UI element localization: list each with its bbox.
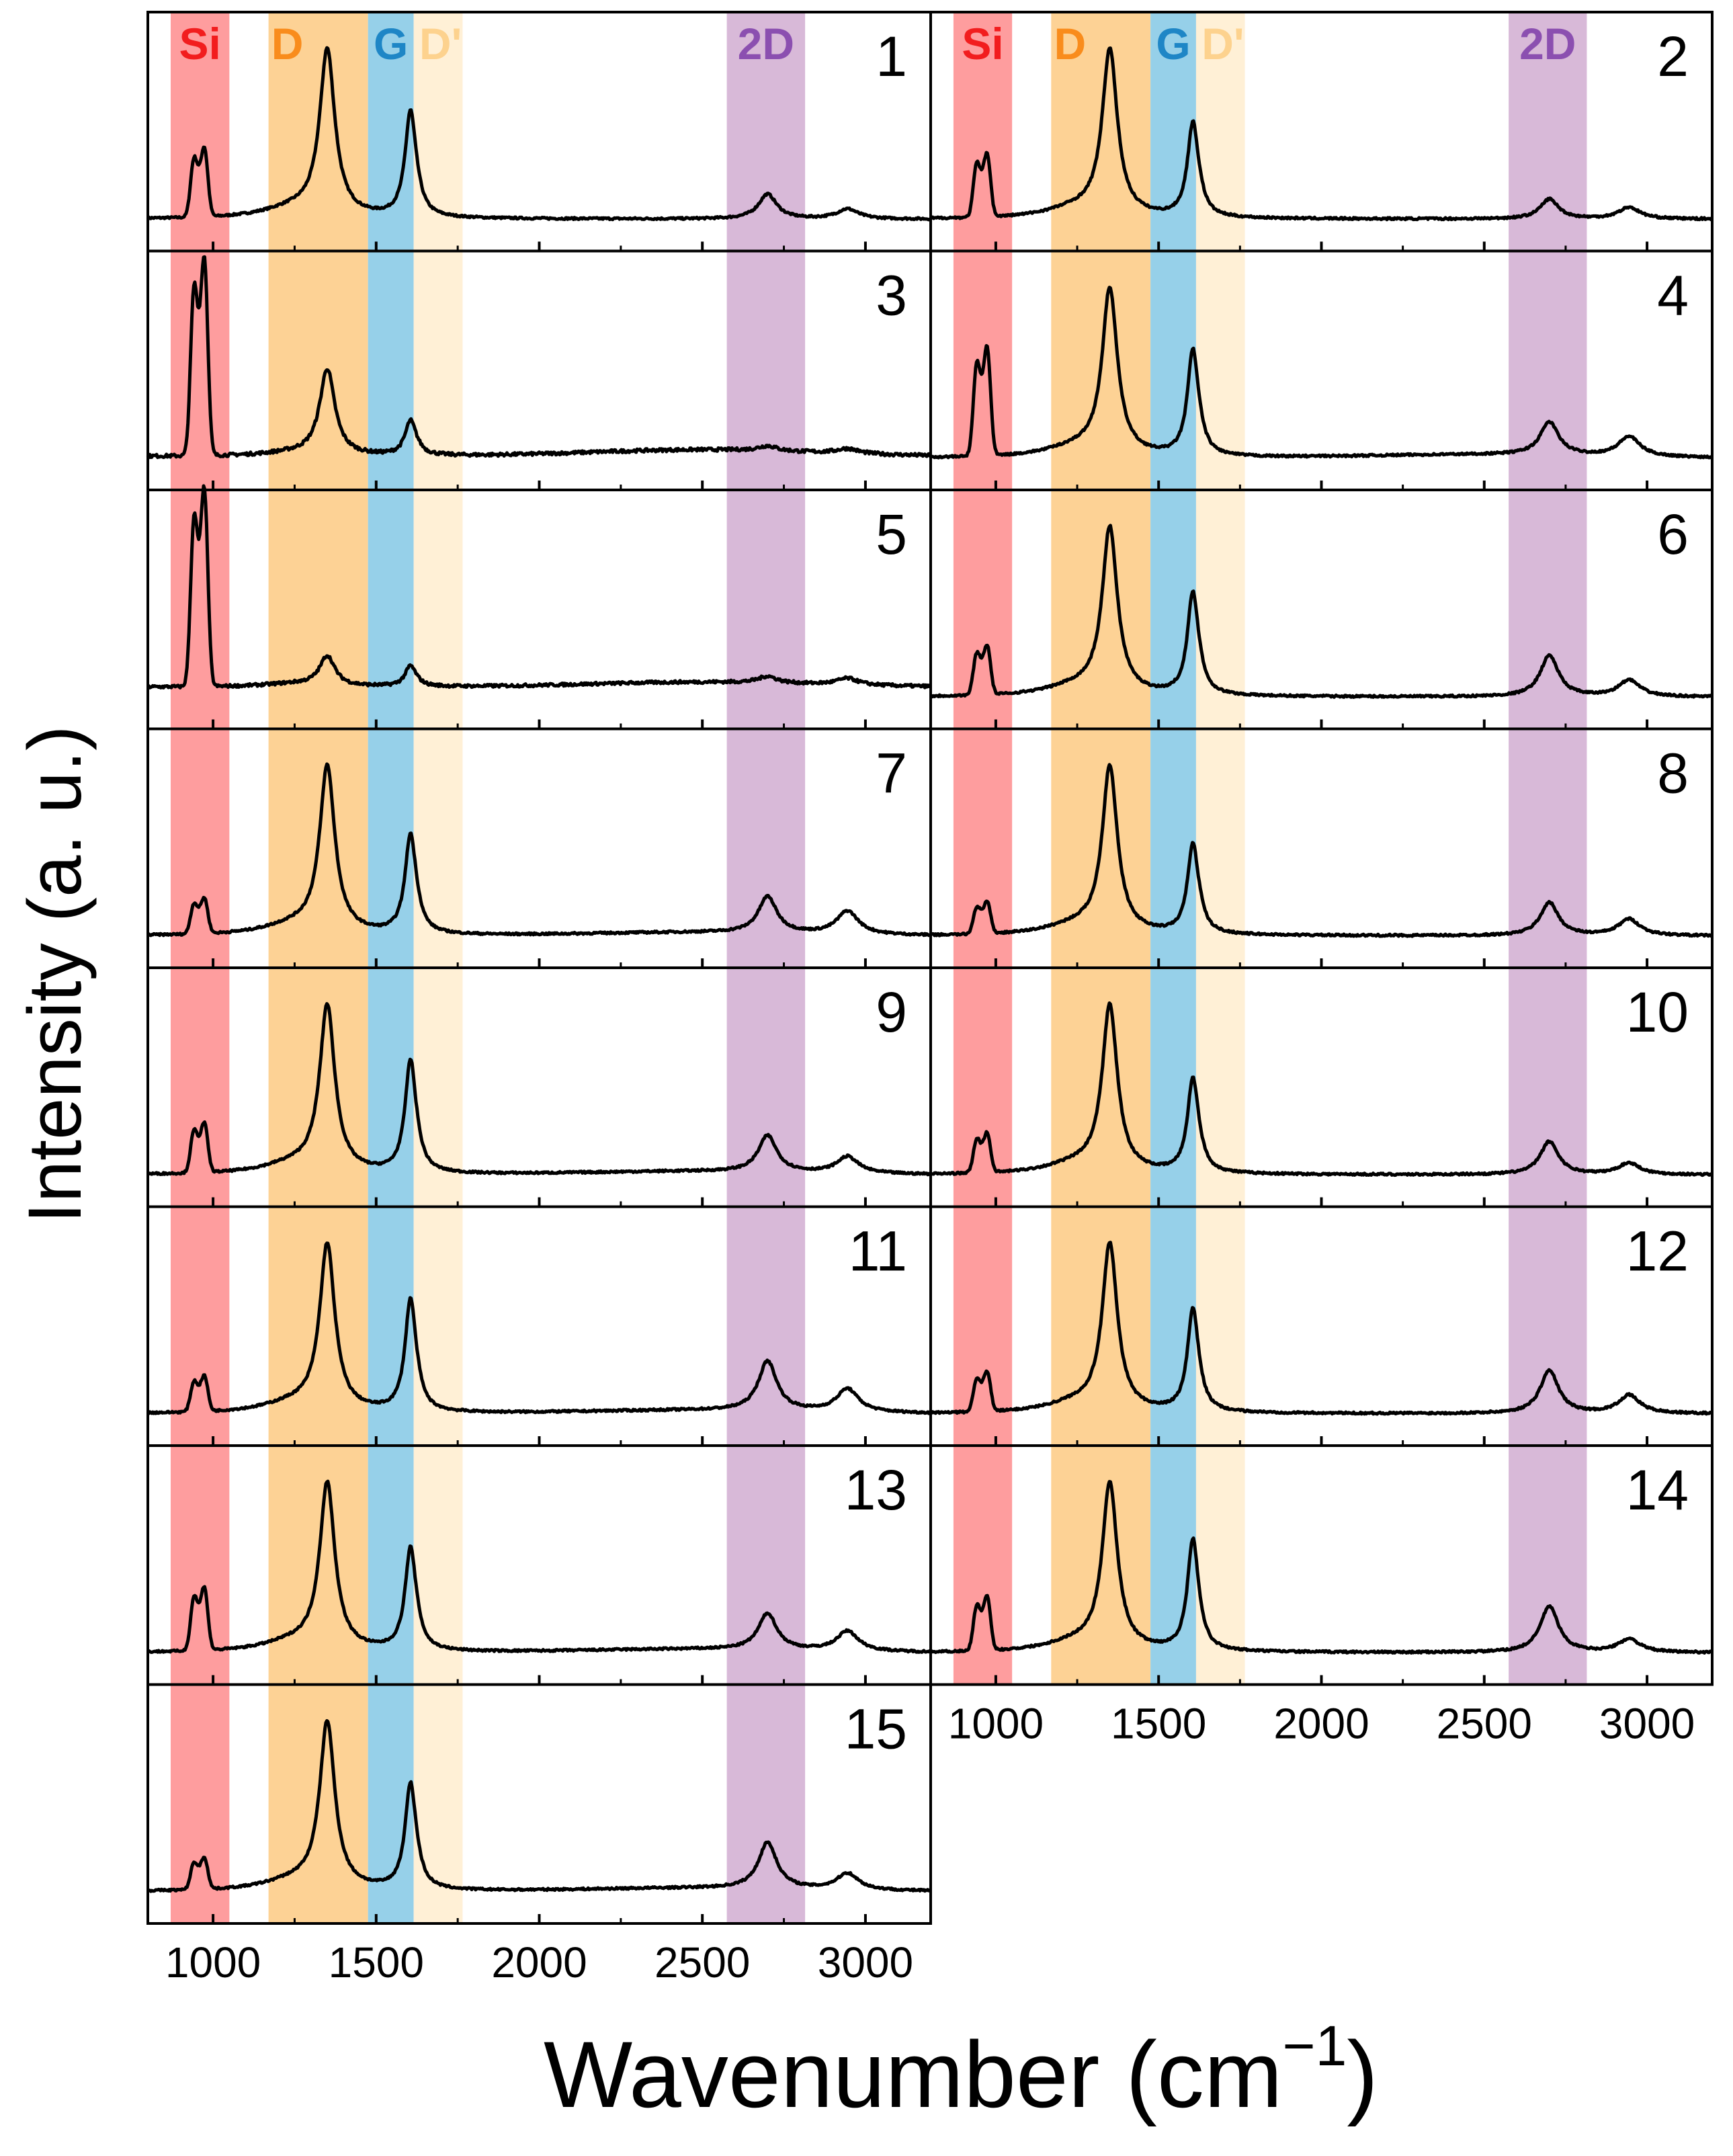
- spectra-layer: [146, 46, 1714, 1893]
- band-4-panel-10: [1509, 968, 1587, 1207]
- x-tick-label: 1000: [165, 1938, 261, 1987]
- panel-frames: [146, 11, 1714, 1925]
- band-0-panel-6: [953, 490, 1013, 729]
- band-1-panel-3: [268, 251, 368, 490]
- band-4-panel-5: [726, 490, 806, 729]
- band-0-panel-13: [170, 1446, 230, 1685]
- spectrum-line-4: [929, 286, 1714, 460]
- spectrum-line-1: [146, 46, 932, 222]
- band-4-panel-7: [726, 729, 806, 968]
- band-3-panel-5: [413, 490, 463, 729]
- band-4-panel-11: [726, 1206, 806, 1446]
- panel-number-4: 4: [1657, 264, 1689, 327]
- spectrum-line-12: [930, 1241, 1714, 1416]
- band-3-panel-3: [413, 251, 463, 490]
- band-label-1: D: [1054, 19, 1086, 69]
- x-tick-label: 2000: [491, 1938, 587, 1987]
- spectrum-line-8: [929, 763, 1714, 938]
- y-axis-label: Intensity (a. u.): [13, 726, 97, 1224]
- band-4-panel-1: [726, 12, 806, 251]
- band-0-panel-9: [170, 968, 230, 1207]
- band-label-2: G: [374, 19, 408, 69]
- band-label-0: Si: [179, 19, 220, 69]
- band-0-panel-12: [953, 1206, 1013, 1446]
- spectrum-line-5: [147, 484, 932, 690]
- band-label-3: D': [419, 19, 462, 69]
- panel-number-9: 9: [876, 981, 907, 1044]
- band-0-panel-11: [170, 1206, 230, 1446]
- band-4-panel-2: [1509, 12, 1587, 251]
- band-2-panel-5: [368, 490, 414, 729]
- x-tick-label: 2500: [1437, 1700, 1532, 1748]
- band-label-3: D': [1201, 19, 1244, 69]
- x-axis-label-exponent: −1: [1283, 2014, 1347, 2077]
- panel-frame-9: [146, 966, 932, 1208]
- x-tick-label: 2500: [654, 1938, 750, 1987]
- spectrum-line-3: [146, 255, 931, 460]
- panel-number-12: 12: [1626, 1220, 1689, 1283]
- band-0-panel-2: [953, 12, 1013, 251]
- panel-number-7: 7: [876, 742, 907, 805]
- panel-number-8: 8: [1657, 742, 1689, 805]
- spectrum-line-6: [930, 524, 1714, 699]
- band-label-4: 2D: [1519, 19, 1576, 69]
- panel-frame-5: [146, 489, 932, 731]
- band-2-panel-8: [1150, 729, 1196, 968]
- band-2-panel-10: [1150, 968, 1196, 1207]
- spectrum-line-7: [146, 762, 931, 938]
- spectrum-line-13: [146, 1479, 932, 1654]
- x-tick-label: 1500: [1111, 1700, 1206, 1748]
- panel-number-2: 2: [1657, 25, 1689, 88]
- band-4-panel-14: [1509, 1446, 1587, 1685]
- spectrum-line-15: [146, 1718, 932, 1893]
- band-label-4: 2D: [738, 19, 794, 69]
- panel-frame-7: [146, 727, 932, 969]
- panel-frame-11: [146, 1205, 932, 1447]
- band-4-panel-13: [726, 1446, 806, 1685]
- band-4-panel-3: [726, 251, 806, 490]
- band-2-panel-3: [368, 251, 414, 490]
- band-2-panel-2: [1150, 12, 1196, 251]
- band-0-panel-14: [953, 1446, 1013, 1685]
- spectrum-line-10: [929, 1001, 1713, 1177]
- panel-number-11: 11: [849, 1220, 907, 1283]
- panel-number-1: 1: [876, 25, 907, 88]
- panel-number-6: 6: [1657, 503, 1689, 566]
- x-tick-label: 1500: [329, 1938, 424, 1987]
- x-tick-label: 2000: [1273, 1700, 1369, 1748]
- band-label-2: G: [1156, 19, 1190, 69]
- x-tick-label: 1000: [948, 1700, 1044, 1748]
- band-0-panel-8: [953, 729, 1013, 968]
- panel-number-14: 14: [1626, 1458, 1689, 1522]
- panel-number-10: 10: [1626, 981, 1689, 1044]
- band-0-panel-1: [170, 12, 230, 251]
- panel-number-15: 15: [845, 1698, 907, 1761]
- band-label-1: D: [271, 19, 304, 69]
- spectrum-line-14: [930, 1480, 1713, 1655]
- x-axis-label-close: ): [1347, 2022, 1378, 2127]
- band-0-panel-15: [170, 1684, 230, 1923]
- x-axis-label: Wavenumber (cm−1): [544, 2014, 1378, 2127]
- spectrum-line-9: [147, 1002, 932, 1177]
- panel-number-5: 5: [876, 503, 907, 566]
- band-label-0: Si: [962, 19, 1003, 69]
- x-tick-label: 3000: [818, 1938, 913, 1987]
- panel-number-3: 3: [876, 264, 907, 327]
- band-0-panel-7: [170, 729, 230, 968]
- band-0-panel-10: [953, 968, 1013, 1207]
- band-4-panel-9: [726, 968, 806, 1207]
- band-4-panel-4: [1509, 251, 1587, 490]
- spectrum-line-2: [930, 46, 1714, 222]
- panel-number-13: 13: [845, 1458, 907, 1522]
- band-1-panel-5: [268, 490, 368, 729]
- x-tick-label: 3000: [1599, 1700, 1695, 1748]
- spectrum-line-11: [146, 1241, 932, 1415]
- band-4-panel-15: [726, 1684, 806, 1923]
